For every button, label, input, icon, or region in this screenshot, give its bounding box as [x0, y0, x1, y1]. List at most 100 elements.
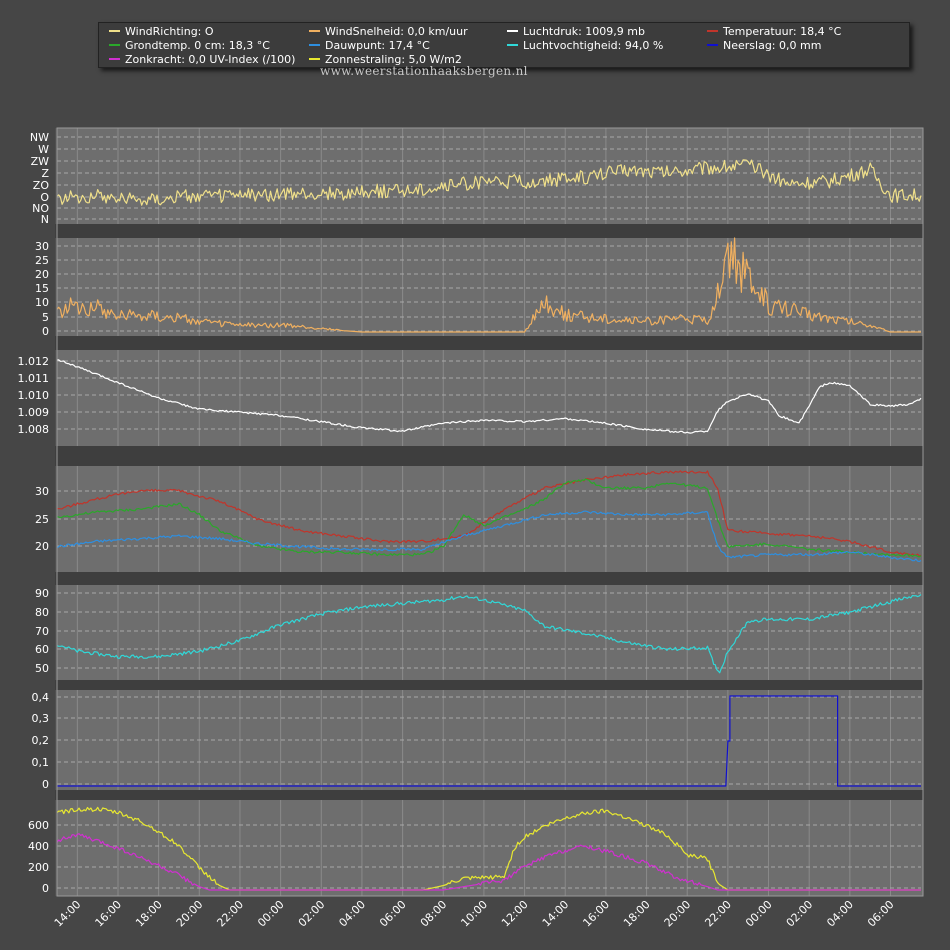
y-tick-label: 30 — [35, 485, 49, 498]
x-tick-label: 04:00 — [824, 898, 856, 930]
y-tick-label: O — [40, 191, 49, 204]
y-tick-label: 0 — [42, 325, 49, 338]
plot-area — [57, 128, 923, 896]
legend-item: Luchtdruk: 1009,9 mb — [507, 25, 645, 38]
y-tick-label: 1.008 — [18, 423, 50, 436]
legend-item: Luchtvochtigheid: 94,0 % — [507, 39, 663, 52]
y-tick-label: NO — [32, 202, 49, 215]
y-tick-label: 10 — [35, 296, 49, 309]
y-tick-label: Z — [41, 167, 49, 180]
x-tick-label: 20:00 — [174, 898, 206, 930]
y-tick-label: 90 — [35, 587, 49, 600]
y-tick-label: 1.011 — [18, 372, 50, 385]
y-tick-label: 1.012 — [18, 355, 50, 368]
x-tick-label: 02:00 — [784, 898, 816, 930]
x-tick-label: 14:00 — [52, 898, 84, 930]
y-tick-label: 600 — [28, 819, 49, 832]
legend-item: Temperatuur: 18,4 °C — [707, 25, 841, 38]
y-tick-label: 80 — [35, 606, 49, 619]
y-tick-label: 15 — [35, 282, 49, 295]
legend-label: Grondtemp. 0 cm: 18,3 °C — [125, 39, 270, 52]
y-axis-strip — [55, 128, 57, 896]
panel-separator — [55, 680, 923, 690]
y-tick-label: ZO — [33, 179, 50, 192]
legend-item: WindRichting: O — [109, 25, 214, 38]
series-line-precipitation — [57, 695, 921, 787]
y-tick-label: ZW — [31, 155, 50, 168]
x-tick-label: 20:00 — [662, 898, 694, 930]
y-tick-label: 200 — [28, 861, 49, 874]
y-tick-label: 1.009 — [18, 406, 50, 419]
series-line-solar — [56, 833, 921, 891]
x-tick-label: 16:00 — [92, 898, 124, 930]
x-tick-label: 18:00 — [621, 898, 653, 930]
x-tick-label: 14:00 — [540, 898, 572, 930]
x-tick-label: 08:00 — [418, 898, 450, 930]
series-line-temperature — [56, 510, 922, 563]
y-tick-label: 25 — [35, 254, 49, 267]
legend-swatch — [109, 30, 120, 32]
y-tick-label: 30 — [35, 240, 49, 253]
x-tick-label: 10:00 — [458, 898, 490, 930]
panel-separator — [55, 336, 923, 350]
x-tick-label: 02:00 — [296, 898, 328, 930]
y-tick-label: W — [38, 143, 49, 156]
legend-item: Grondtemp. 0 cm: 18,3 °C — [109, 39, 270, 52]
y-tick-label: 0,3 — [32, 712, 50, 725]
series-line-wind-direction — [56, 159, 922, 206]
legend-label: Luchtdruk: 1009,9 mb — [523, 25, 645, 38]
legend-item: Dauwpunt: 17,4 °C — [309, 39, 430, 52]
legend-item: Zonkracht: 0,0 UV-Index (/100) — [109, 53, 295, 66]
legend-label: WindRichting: O — [125, 25, 214, 38]
legend-item: Neerslag: 0,0 mm — [707, 39, 821, 52]
legend-swatch — [707, 44, 718, 46]
y-tick-label: 400 — [28, 840, 49, 853]
x-tick-label: 22:00 — [214, 898, 246, 930]
y-tick-label: 0,4 — [32, 691, 50, 704]
y-tick-label: 60 — [35, 643, 49, 656]
x-tick-label: 06:00 — [865, 898, 897, 930]
legend-swatch — [309, 58, 320, 60]
legend-swatch — [309, 30, 320, 32]
y-tick-label: 70 — [35, 625, 49, 638]
y-tick-label: 5 — [42, 311, 49, 324]
y-tick-label: 20 — [35, 540, 49, 553]
series-line-wind-speed — [56, 237, 921, 333]
legend-swatch — [507, 30, 518, 32]
series-line-humidity — [56, 594, 922, 674]
y-tick-label: 20 — [35, 268, 49, 281]
x-tick-label: 16:00 — [580, 898, 612, 930]
legend-swatch — [109, 44, 120, 46]
y-tick-label: 0,1 — [32, 756, 50, 769]
y-tick-label: 0 — [42, 778, 49, 791]
plot-frame — [56, 127, 924, 897]
panel-separator — [55, 224, 923, 238]
legend-label: Zonnestraling: 5,0 W/m2 — [325, 53, 462, 66]
y-tick-label: 1.010 — [18, 389, 50, 402]
legend-label: Temperatuur: 18,4 °C — [723, 25, 842, 38]
x-tick-label: 22:00 — [702, 898, 734, 930]
y-tick-label: 0,2 — [32, 734, 50, 747]
y-tick-label: 0 — [42, 882, 49, 895]
legend-label: Dauwpunt: 17,4 °C — [325, 39, 430, 52]
x-tick-label: 00:00 — [743, 898, 775, 930]
series-line-pressure — [56, 359, 922, 434]
y-tick-label: 25 — [35, 513, 49, 526]
panel-separator — [55, 790, 923, 800]
panel-separator — [55, 572, 923, 585]
legend-swatch — [707, 30, 718, 32]
legend-label: WindSnelheid: 0,0 km/uur — [325, 25, 468, 38]
legend-label: Neerslag: 0,0 mm — [723, 39, 822, 52]
legend-swatch — [109, 58, 120, 60]
series-line-temperature — [56, 470, 922, 557]
legend-label: Zonkracht: 0,0 UV-Index (/100) — [125, 53, 296, 66]
legend-label: Luchtvochtigheid: 94,0 % — [523, 39, 664, 52]
x-tick-label: 06:00 — [377, 898, 409, 930]
y-tick-label: NW — [30, 131, 49, 144]
legend-swatch — [507, 44, 518, 46]
x-tick-label: 12:00 — [499, 898, 531, 930]
x-tick-label: 00:00 — [255, 898, 287, 930]
legend: WindRichting: O WindSnelheid: 0,0 km/uur L… — [98, 22, 910, 68]
x-tick-label: 04:00 — [336, 898, 368, 930]
